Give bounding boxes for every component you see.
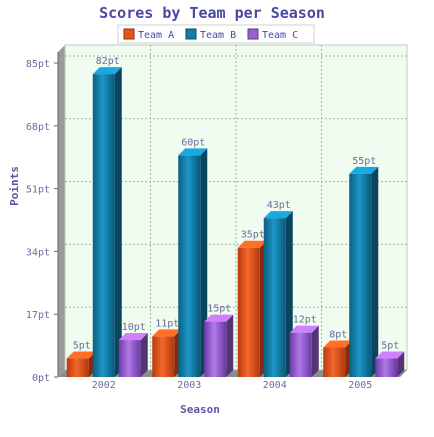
bar-team-c: 5pt — [375, 341, 405, 377]
bar-front — [237, 247, 260, 377]
legend-swatch — [247, 28, 259, 40]
bar-side — [114, 67, 122, 378]
bar-top — [263, 211, 293, 219]
bar-team-c: 15pt — [204, 304, 234, 377]
data-label: 55pt — [352, 156, 376, 167]
bars: 5pt 82pt 10pt 11pt 60pt 15pt 35pt 43pt 12pt 8pt 55… — [66, 56, 405, 378]
bar-top — [375, 351, 405, 359]
y-tick-label: 85pt — [26, 59, 50, 70]
bar-front — [118, 340, 141, 377]
data-label: 43pt — [267, 200, 291, 211]
data-label: 60pt — [181, 137, 205, 148]
y-tick-label: 51pt — [26, 185, 50, 196]
bar-team-b: 60pt — [178, 137, 208, 377]
legend-swatch — [185, 28, 197, 40]
bar-front — [66, 358, 89, 377]
data-label: 8pt — [329, 329, 347, 340]
data-label: 11pt — [155, 318, 179, 329]
bar-top — [178, 148, 208, 156]
x-tick-label: 2002 — [92, 380, 116, 391]
bar-front — [204, 321, 227, 377]
bar-top — [66, 351, 96, 359]
bar-top — [323, 340, 353, 348]
legend-label: Team B — [200, 30, 236, 41]
y-tick-label: 68pt — [26, 122, 50, 133]
y-tick-label: 17pt — [26, 310, 50, 321]
bar-front — [375, 358, 398, 377]
bar-front — [92, 74, 115, 378]
x-tick-label: 2004 — [263, 380, 287, 391]
y-axis-title: Points — [8, 166, 21, 206]
bar-top — [237, 240, 267, 248]
data-label: 35pt — [241, 230, 265, 241]
bar-team-b: 55pt — [349, 156, 379, 377]
legend-box — [117, 24, 315, 44]
x-axis-title: Season — [180, 403, 220, 416]
x-tick-label: 2005 — [348, 380, 372, 391]
bar-side — [397, 351, 405, 377]
bar-team-c: 10pt — [118, 322, 148, 377]
data-label: 12pt — [293, 315, 317, 326]
bar-top — [152, 329, 182, 337]
bar-team-a: 35pt — [237, 230, 267, 377]
x-tick-label: 2003 — [177, 380, 201, 391]
bar-side — [140, 333, 148, 377]
y-axis: 0pt 17pt 34pt 51pt 68pt 85pt — [26, 52, 59, 384]
bar-team-a: 11pt — [152, 318, 182, 377]
bar-front — [289, 332, 312, 377]
bar-side — [311, 325, 319, 377]
bar-team-b: 82pt — [92, 56, 122, 378]
y-tick-label: 0pt — [32, 373, 50, 384]
data-label: 82pt — [96, 56, 120, 67]
y-tick-label: 34pt — [26, 247, 50, 258]
legend-label: Team A — [138, 30, 174, 41]
chart-title: Scores by Team per Season — [99, 4, 325, 22]
x-axis: 2002 2003 2004 2005 — [92, 380, 373, 391]
data-label: 5pt — [73, 341, 91, 352]
bar-side — [226, 314, 234, 377]
bar-team-c: 12pt — [289, 315, 319, 377]
bar-front — [152, 336, 175, 377]
legend-label: Team C — [262, 30, 298, 41]
bar-front — [178, 155, 201, 377]
bar-side — [200, 148, 208, 377]
data-label: 5pt — [381, 341, 399, 352]
bar-front — [263, 218, 286, 377]
bar-front — [349, 173, 372, 377]
bar-top — [349, 166, 379, 174]
legend: Team A Team B Team C — [117, 24, 315, 44]
bar-side — [371, 166, 379, 377]
plot-side-wall — [58, 45, 65, 377]
data-label: 10pt — [122, 322, 146, 333]
bar-top — [204, 314, 234, 322]
bar-front — [323, 347, 346, 377]
bar-top — [289, 325, 319, 333]
legend-swatch — [123, 28, 135, 40]
bar-team-b: 43pt — [263, 200, 293, 377]
bar-top — [118, 333, 148, 341]
bar-top — [92, 67, 122, 75]
data-label: 15pt — [207, 304, 231, 315]
